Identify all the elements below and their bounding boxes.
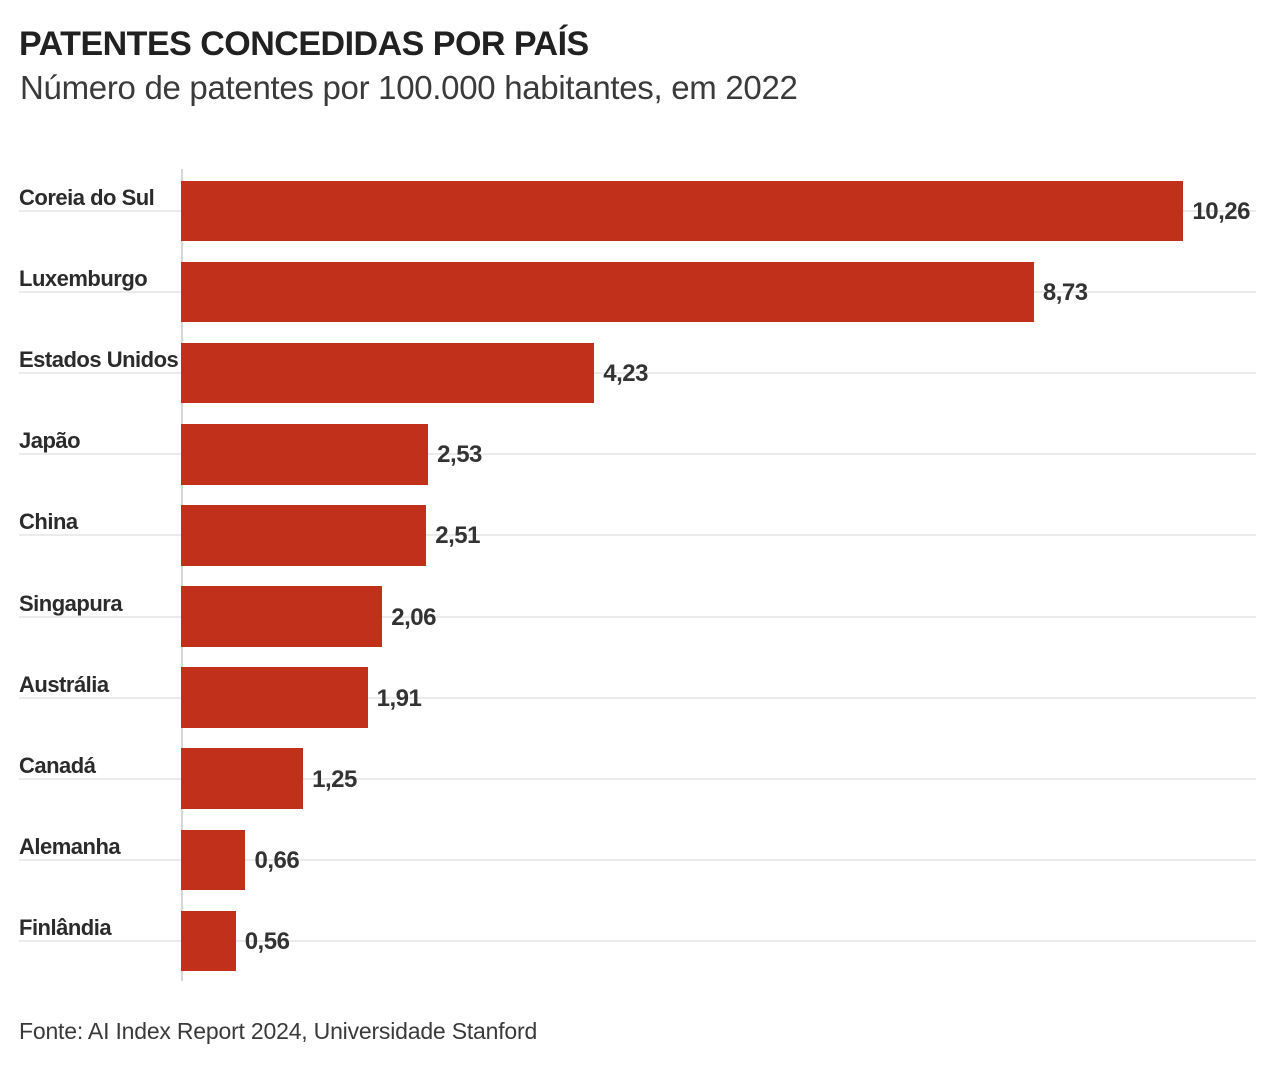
bar (181, 261, 1034, 323)
gridline (19, 858, 1256, 861)
gridline (19, 453, 1256, 456)
gridline (19, 696, 1256, 699)
bar (181, 910, 236, 972)
value-label: 2,06 (391, 603, 436, 631)
bar (181, 180, 1184, 242)
country-label: China (19, 509, 78, 535)
value-label: 0,66 (254, 846, 300, 874)
bar (181, 424, 429, 485)
gridline (19, 777, 1256, 780)
bar (181, 829, 246, 891)
country-label: Singapura (19, 590, 123, 616)
value-label: 1,25 (312, 765, 357, 793)
country-label: Alemanha (19, 833, 121, 859)
bar (181, 748, 304, 809)
gridline (19, 939, 1256, 942)
country-label: Coreia do Sul (19, 185, 155, 210)
bar (181, 586, 383, 647)
chart-subtitle: Número de patentes por 100.000 habitante… (20, 69, 798, 106)
bar-chart: Coreia do Sul 10,26 Luxemburgo 8,73 Estados … (19, 169, 1256, 985)
country-label: Luxemburgo (19, 266, 148, 292)
gridline (19, 615, 1256, 618)
value-label: 8,73 (1042, 279, 1088, 307)
country-label: Finlândia (19, 914, 112, 940)
value-label: 2,53 (437, 441, 482, 469)
country-label: Japão (19, 428, 81, 454)
value-label: 0,56 (244, 927, 290, 955)
value-label: 4,23 (603, 360, 648, 388)
country-label: Canadá (19, 752, 96, 778)
value-label: 1,91 (376, 684, 422, 712)
source-note: Fonte: AI Index Report 2024, Universidad… (19, 1018, 538, 1044)
bar (181, 505, 427, 566)
chart-title: PATENTES CONCEDIDAS POR PAÍS (19, 25, 589, 63)
value-label: 2,51 (435, 522, 480, 550)
gridline (19, 534, 1256, 537)
country-label: Estados Unidos (19, 347, 179, 373)
value-label: 10,26 (1192, 198, 1250, 225)
bar (181, 667, 368, 728)
gridline (19, 372, 1256, 375)
bar (181, 342, 595, 404)
country-label: Austrália (19, 671, 109, 697)
y-axis-line (181, 169, 183, 981)
